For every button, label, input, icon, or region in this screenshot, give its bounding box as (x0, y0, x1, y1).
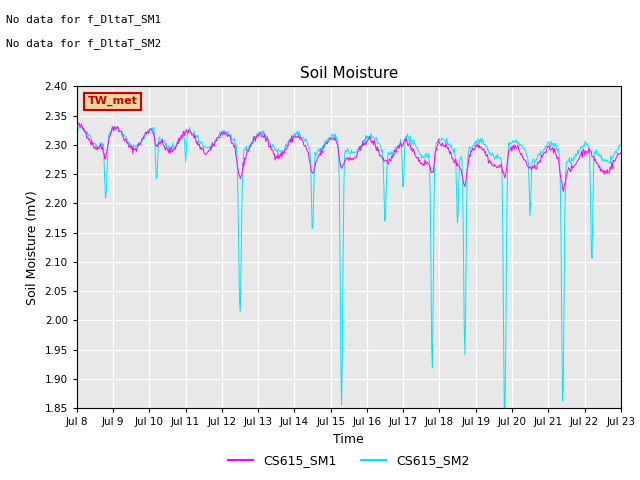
Text: No data for f_DltaT_SM1: No data for f_DltaT_SM1 (6, 14, 162, 25)
Title: Soil Moisture: Soil Moisture (300, 66, 398, 81)
Text: TW_met: TW_met (88, 96, 138, 106)
X-axis label: Time: Time (333, 432, 364, 445)
Text: No data for f_DltaT_SM2: No data for f_DltaT_SM2 (6, 38, 162, 49)
Y-axis label: Soil Moisture (mV): Soil Moisture (mV) (26, 190, 39, 305)
Legend: CS615_SM1, CS615_SM2: CS615_SM1, CS615_SM2 (223, 449, 475, 472)
